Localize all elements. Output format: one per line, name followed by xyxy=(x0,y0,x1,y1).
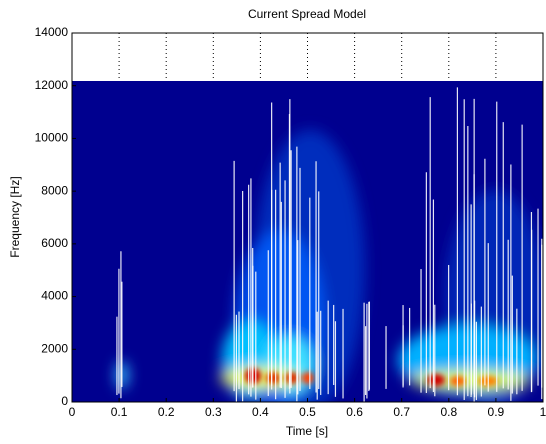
y-tick-label: 14000 xyxy=(35,25,69,39)
x-tick-label: 1 xyxy=(540,405,546,419)
spectrogram xyxy=(72,81,543,402)
x-tick-label: 0.7 xyxy=(393,405,410,419)
y-tick-label: 4000 xyxy=(41,289,68,303)
x-tick-label: 0.3 xyxy=(205,405,222,419)
y-tick-label: 6000 xyxy=(41,236,68,250)
y-tick-label: 2000 xyxy=(41,341,68,355)
x-tick-label: 0.6 xyxy=(346,405,363,419)
heatmap-peaks xyxy=(245,368,498,386)
x-tick-label: 0.8 xyxy=(440,405,457,419)
y-tick-label: 0 xyxy=(61,394,68,408)
y-tick-label: 8000 xyxy=(41,183,68,197)
x-tick-label: 0.9 xyxy=(488,405,505,419)
y-tick-label: 12000 xyxy=(35,78,69,92)
chart-title: Current Spread Model xyxy=(248,7,366,21)
x-tick-label: 0 xyxy=(69,405,76,419)
x-tick-label: 0.4 xyxy=(252,405,269,419)
y-tick-label: 10000 xyxy=(35,131,69,145)
x-tick-label: 0.2 xyxy=(158,405,175,419)
streaks xyxy=(116,87,543,402)
y-axis-label: Frequency [Hz] xyxy=(8,176,22,257)
x-tick-label: 0.5 xyxy=(299,405,316,419)
x-tick-label: 0.1 xyxy=(111,405,128,419)
x-axis-label: Time [s] xyxy=(286,424,328,438)
